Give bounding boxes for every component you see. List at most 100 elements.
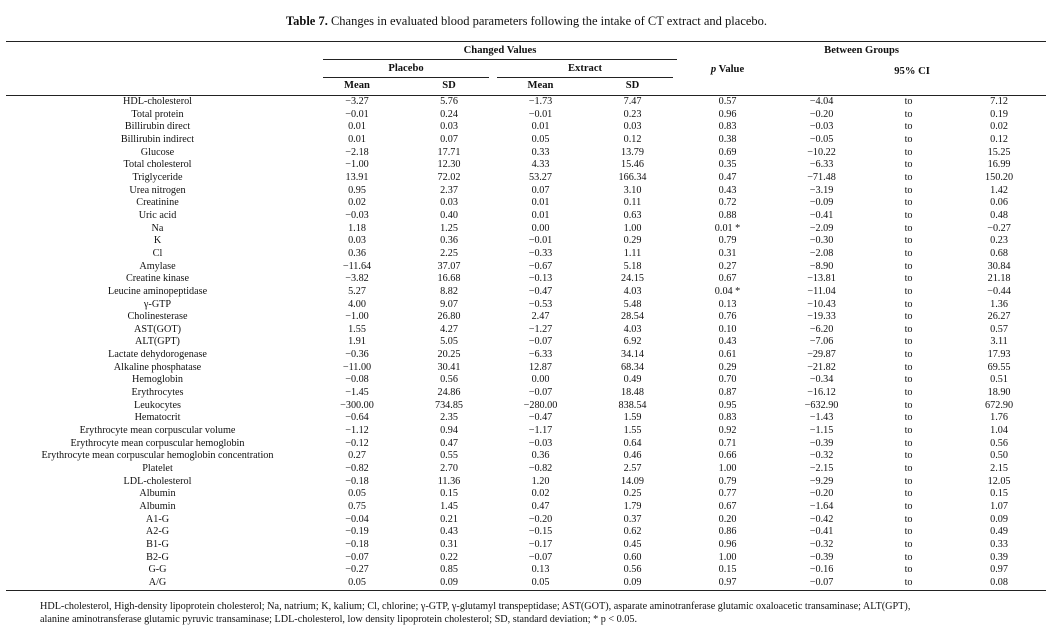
placebo-mean: 1.55 [348,323,366,335]
p-value: 0.79 [718,475,737,487]
ci-lower: −0.30 [809,235,834,247]
placebo-sd: 4.27 [440,323,458,335]
ci-to: to [904,197,913,209]
p-value: 1.00 [718,463,737,475]
header-placebo-sd: SD [405,78,493,96]
ci-lower: −16.12 [807,387,836,399]
header-placebo: Placebo [309,60,493,78]
ci-lower: −0.41 [809,209,834,221]
extract-sd: 0.12 [623,133,642,145]
ci-lower: −13.81 [807,273,836,285]
placebo-mean: 0.75 [348,501,366,512]
ci-to: to [865,576,953,591]
extract-sd: 0.63 [623,209,642,221]
p-value: 0.72 [718,197,737,209]
extract-mean: 0.01 [531,197,550,209]
parameter-name: B1-G [146,538,169,550]
header-extract-mean: Mean [493,78,588,96]
placebo-sd: 0.56 [440,374,458,386]
ci-to: to [904,209,913,221]
p-value: 0.13 [718,298,737,310]
placebo-sd: 0.15 [440,488,458,500]
placebo-sd: 2.37 [440,184,458,196]
extract-sd: 5.18 [623,260,642,272]
table-row: A/G 0.05 0.09 0.05 0.09 0.97 −0.07 to 0.08 [6,576,1047,591]
ci-upper: 1.04 [990,425,1008,437]
extract-mean: 53.27 [529,171,552,183]
parameter-name: Erythrocyte mean corpuscular hemoglobin … [41,450,274,462]
placebo-sd: 26.80 [437,311,461,323]
table-row: Cl 0.36 2.25 −0.33 1.11 0.31 −2.08 to 0.68 [6,248,1046,261]
ci-upper: 69.55 [987,361,1011,373]
table-caption: Table 7. Changes in evaluated blood para… [0,14,1053,29]
table-row: Erythrocytes −1.45 24.86 −0.07 18.48 0.87 −16.… [6,387,1046,400]
placebo-sd: 1.25 [440,222,458,234]
table-row: Total cholesterol −1.00 12.30 4.33 15.46 0.35… [6,159,1046,172]
placebo-mean: 0.01 [348,133,366,145]
extract-sd: 14.09 [621,475,644,487]
extract-mean: 12.87 [529,361,552,373]
extract-mean: −1.73 [528,96,553,107]
placebo-sd: 0.47 [440,437,458,449]
ci-upper: 1.42 [990,184,1008,196]
ci-to: to [904,526,913,538]
ci-upper: 7.12 [990,96,1008,107]
header-between-groups: Between Groups [677,41,1047,60]
extract-mean: 0.13 [531,564,550,576]
table-row: Erythrocyte mean corpuscular volume −1.12… [6,425,1046,438]
ci-lower: −2.15 [809,463,834,475]
placebo-sd: 30.41 [437,361,461,373]
placebo-mean: 0.05 [309,576,405,591]
extract-sd: 0.46 [623,450,642,462]
ci-lower: −6.33 [809,159,834,171]
extract-mean: 0.07 [531,184,550,196]
extract-mean: 0.02 [531,488,550,500]
ci-upper: 0.50 [990,450,1008,462]
extract-sd: 13.79 [621,146,644,158]
table-row: Creatinine 0.02 0.03 0.01 0.11 0.72 −0.09 to 0.0… [6,197,1046,210]
changed-values-label: Changed Values [323,42,678,60]
placebo-sd: 11.36 [437,475,461,487]
p-value: 0.20 [718,513,737,525]
table-row: AST(GOT) 1.55 4.27 −1.27 4.03 0.10 −6.20 to 0.57 [6,324,1046,337]
ci-to: to [904,361,913,373]
ci-upper: 16.99 [987,159,1011,171]
placebo-mean: −1.00 [345,159,369,171]
ci-upper: 0.15 [990,488,1008,500]
ci-to: to [904,171,913,183]
extract-sd: 0.45 [623,538,642,550]
extract-mean: 0.47 [531,501,550,512]
ci-upper: 0.06 [990,197,1008,209]
ci-lower: −0.41 [809,526,834,538]
ci-upper: 3.11 [990,336,1008,348]
parameter-name: Albumin [139,488,176,500]
p-value: 0.61 [718,349,737,361]
ci-lower: −0.42 [809,513,834,525]
placebo-mean: −0.18 [345,538,369,550]
p-value: 0.04 * [714,285,741,297]
extract-mean: 1.20 [531,475,550,487]
table-row: B1-G −0.18 0.31 −0.17 0.45 0.96 −0.32 to 0.33 [6,539,1046,552]
parameter-name: Na [151,222,164,234]
ci-to: to [904,551,913,563]
table-row: Erythrocyte mean corpuscular hemoglobin … [6,450,1046,463]
ci-upper: 0.51 [990,374,1008,386]
table-row: Hemoglobin −0.08 0.56 0.00 0.49 0.70 −0.34 to 0.… [6,374,1046,387]
ci-lower: −0.34 [809,374,834,386]
table-row: Amylase −11.64 37.07 −0.67 5.18 0.27 −8.90 to 30… [6,261,1046,274]
header-placebo-mean: Mean [309,78,405,96]
extract-mean: −0.17 [528,538,553,550]
ci-lower: −2.08 [809,247,834,259]
table-row: Cholinesterase −1.00 26.80 2.47 28.54 0.76 −19… [6,311,1046,324]
parameter-name: Platelet [142,463,173,475]
table-row: Albumin 0.75 1.45 0.47 1.79 0.67 −1.64 to 1.07 [6,501,1046,514]
extract-mean: 0.01 [531,209,550,221]
placebo-sd: 16.68 [437,273,461,285]
extract-sd: 0.23 [623,108,642,120]
placebo-mean: −0.82 [345,463,369,475]
extract-sd: 0.11 [623,197,642,209]
results-table: Changed Values Between Groups Placebo Ex… [6,41,1047,591]
ci-upper: 0.09 [990,513,1008,525]
extract-mean: 4.33 [531,159,550,171]
extract-mean: 0.36 [531,450,550,462]
